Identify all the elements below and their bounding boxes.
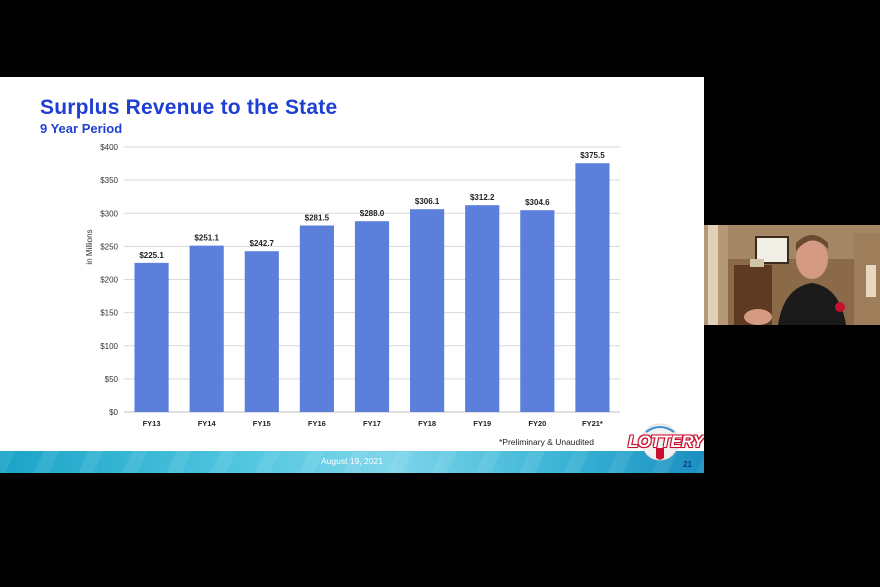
bar-fy13: [134, 262, 169, 412]
y-tick-label: $400: [100, 143, 118, 152]
bar-fy14: [189, 245, 224, 412]
data-label: $304.6: [525, 198, 550, 207]
lottery-logo: LOTTERY: [626, 422, 704, 462]
x-tick-label: FY15: [253, 419, 271, 428]
page-number: 21: [683, 460, 692, 469]
y-tick-label: $250: [100, 242, 118, 251]
data-labels: $225.1 $251.1 $242.7 $281.5 $288.0 $306.1 $312…: [139, 151, 605, 260]
data-label: $225.1: [139, 251, 164, 260]
x-tick-label: FY21*: [582, 419, 603, 428]
x-tick-label: FY14: [198, 419, 217, 428]
presentation-slide: Surplus Revenue to the State 9 Year Peri…: [0, 77, 704, 473]
bars: [134, 163, 610, 412]
logo-icon: [641, 423, 679, 461]
data-label: $306.1: [415, 197, 440, 206]
x-tick-label: FY16: [308, 419, 326, 428]
y-tick-label: $100: [100, 342, 118, 351]
logo-text: LOTTERY: [628, 432, 704, 451]
data-label: $288.0: [360, 209, 385, 218]
data-label: $375.5: [580, 151, 605, 160]
footer-date: August 19, 2021: [321, 456, 383, 466]
y-tick-label: $50: [105, 375, 119, 384]
bar-fy21: [575, 163, 610, 412]
x-tick-label: FY13: [143, 419, 161, 428]
x-axis-ticks: FY13 FY14 FY15 FY16 FY17 FY18 FY19 FY20 FY21*: [143, 419, 603, 428]
y-axis-label: in Millions: [85, 229, 94, 264]
bar-fy15: [244, 251, 279, 412]
x-tick-label: FY18: [418, 419, 436, 428]
x-tick-label: FY19: [473, 419, 491, 428]
slide-title: Surplus Revenue to the State: [40, 96, 338, 119]
data-label: $312.2: [470, 193, 495, 202]
y-tick-label: $150: [100, 309, 118, 318]
x-tick-label: FY20: [528, 419, 546, 428]
y-tick-label: $0: [109, 408, 118, 417]
data-label: $281.5: [305, 214, 330, 223]
bar-chart: $0 $50 $100 $150 $200 $250 $300 $350 $400 in Mil…: [85, 143, 620, 428]
bar-fy17: [354, 221, 390, 412]
y-tick-label: $300: [100, 209, 118, 218]
bar-fy19: [465, 205, 500, 412]
y-tick-label: $200: [100, 276, 118, 285]
y-tick-label: $350: [100, 176, 118, 185]
presenter-video-icon: [704, 225, 880, 325]
webcam-video: [704, 225, 880, 325]
footnote: *Preliminary & Unaudited: [499, 437, 594, 447]
slide-subtitle: 9 Year Period: [40, 121, 123, 136]
bar-fy20: [520, 210, 555, 412]
slide-footer: August 19, 2021 21: [0, 451, 704, 473]
bar-fy18: [410, 209, 445, 412]
data-label: $251.1: [194, 234, 219, 243]
x-tick-label: FY17: [363, 419, 381, 428]
bar-fy16: [299, 225, 334, 412]
y-axis-ticks: $0 $50 $100 $150 $200 $250 $300 $350 $400: [100, 143, 118, 417]
data-label: $242.7: [250, 239, 275, 248]
